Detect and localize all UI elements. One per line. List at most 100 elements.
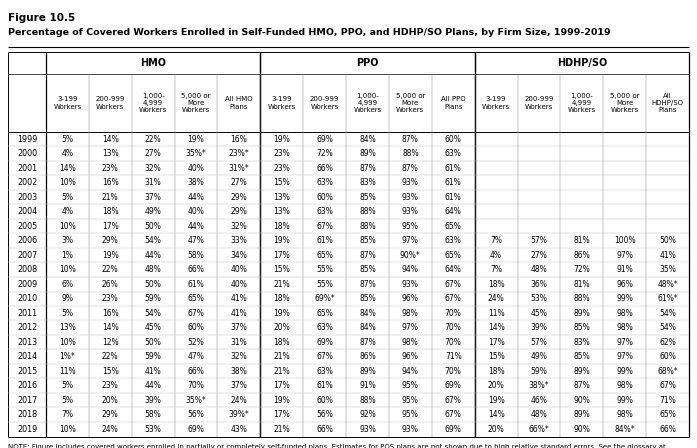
Text: 63%: 63% (316, 323, 333, 332)
Text: 67%: 67% (316, 222, 333, 231)
Text: 60%: 60% (316, 396, 333, 405)
Text: 100%: 100% (614, 236, 636, 245)
Text: 33%: 33% (231, 236, 247, 245)
Text: 32%: 32% (145, 164, 162, 173)
Text: 87%: 87% (402, 164, 419, 173)
Text: 66%: 66% (659, 425, 676, 434)
Text: PPO: PPO (356, 58, 378, 68)
Text: 44%: 44% (187, 222, 204, 231)
Text: 60%: 60% (316, 193, 333, 202)
Text: 85%: 85% (359, 294, 376, 303)
Text: 48%: 48% (145, 265, 162, 274)
Text: 89%: 89% (574, 367, 590, 376)
Text: 83%: 83% (359, 178, 376, 187)
Text: 69%: 69% (445, 381, 461, 390)
Text: 65%: 65% (316, 309, 333, 318)
Text: 91%: 91% (616, 265, 633, 274)
Text: 37%: 37% (231, 381, 247, 390)
Text: 95%: 95% (402, 396, 419, 405)
Text: 35%: 35% (659, 265, 676, 274)
Text: All PPO
Plans: All PPO Plans (441, 96, 466, 110)
Text: 67%: 67% (445, 294, 461, 303)
Text: 88%: 88% (359, 207, 376, 216)
Text: 61%: 61% (445, 193, 461, 202)
Text: 84%: 84% (359, 323, 376, 332)
Text: 44%: 44% (145, 381, 162, 390)
Text: 40%: 40% (187, 164, 204, 173)
Text: All
HDHP/SO
Plans: All HDHP/SO Plans (652, 93, 684, 113)
Text: 31%: 31% (231, 338, 247, 347)
Text: 71%: 71% (445, 352, 461, 361)
Text: 97%: 97% (402, 236, 419, 245)
Text: 85%: 85% (574, 323, 590, 332)
Text: 45%: 45% (145, 323, 162, 332)
Text: 94%: 94% (402, 367, 419, 376)
Text: 54%: 54% (145, 236, 162, 245)
Text: 200-999
Workers: 200-999 Workers (310, 96, 339, 110)
Text: 72%: 72% (574, 265, 590, 274)
Text: 41%: 41% (231, 309, 247, 318)
Text: 18%: 18% (273, 338, 290, 347)
Text: 2002: 2002 (17, 178, 37, 187)
Text: 59%: 59% (530, 367, 547, 376)
Text: 66%: 66% (187, 367, 204, 376)
Text: 70%: 70% (445, 309, 461, 318)
Text: 2000: 2000 (17, 149, 37, 158)
Text: 11%: 11% (488, 309, 505, 318)
Text: 29%: 29% (102, 236, 118, 245)
Text: 69%: 69% (316, 135, 333, 144)
Text: 10%: 10% (59, 222, 76, 231)
Text: 69%: 69% (445, 425, 461, 434)
Text: 84%*: 84%* (614, 425, 635, 434)
Text: 10%: 10% (59, 265, 76, 274)
Text: 1%: 1% (61, 251, 73, 260)
Text: 68%*: 68%* (657, 367, 678, 376)
Text: 69%: 69% (187, 425, 204, 434)
Text: 99%: 99% (616, 396, 633, 405)
Text: 83%: 83% (574, 338, 590, 347)
Text: 46%: 46% (530, 396, 547, 405)
Text: 57%: 57% (530, 236, 547, 245)
Text: 2001: 2001 (17, 164, 37, 173)
Text: 2016: 2016 (17, 381, 37, 390)
Text: 22%: 22% (102, 352, 118, 361)
Text: 94%: 94% (402, 265, 419, 274)
Text: 20%: 20% (273, 323, 290, 332)
Text: 18%: 18% (273, 222, 290, 231)
Text: 22%: 22% (102, 265, 118, 274)
Text: 63%: 63% (316, 178, 333, 187)
Text: 64%: 64% (445, 207, 461, 216)
Text: 36%: 36% (530, 280, 547, 289)
Text: 15%: 15% (102, 367, 118, 376)
Text: 1%*: 1%* (59, 352, 75, 361)
Text: 60%: 60% (445, 135, 461, 144)
Text: 41%: 41% (231, 294, 247, 303)
Text: 62%: 62% (659, 338, 676, 347)
Text: 23%: 23% (102, 164, 118, 173)
Text: 43%: 43% (231, 425, 247, 434)
Text: 57%: 57% (530, 338, 547, 347)
Text: 93%: 93% (359, 425, 376, 434)
Text: 70%: 70% (445, 338, 461, 347)
Text: 66%: 66% (316, 425, 333, 434)
Text: 87%: 87% (402, 135, 419, 144)
Text: 29%: 29% (231, 207, 247, 216)
Text: 39%: 39% (530, 323, 547, 332)
Text: 18%: 18% (488, 280, 505, 289)
Text: 19%: 19% (273, 396, 290, 405)
Text: 69%*: 69%* (314, 294, 335, 303)
Text: 2012: 2012 (17, 323, 37, 332)
Text: 21%: 21% (273, 425, 290, 434)
Text: 90%: 90% (574, 396, 590, 405)
Text: 15%: 15% (273, 178, 290, 187)
Text: 88%: 88% (402, 149, 419, 158)
Text: 48%: 48% (530, 410, 547, 419)
Text: 17%: 17% (273, 410, 290, 419)
Text: 70%: 70% (445, 323, 461, 332)
Text: 37%: 37% (145, 193, 162, 202)
Text: 97%: 97% (402, 323, 419, 332)
Text: 5,000 or
More
Workers: 5,000 or More Workers (181, 93, 210, 113)
Text: 7%: 7% (490, 236, 502, 245)
Text: 2013: 2013 (17, 338, 37, 347)
Text: 18%: 18% (102, 207, 118, 216)
